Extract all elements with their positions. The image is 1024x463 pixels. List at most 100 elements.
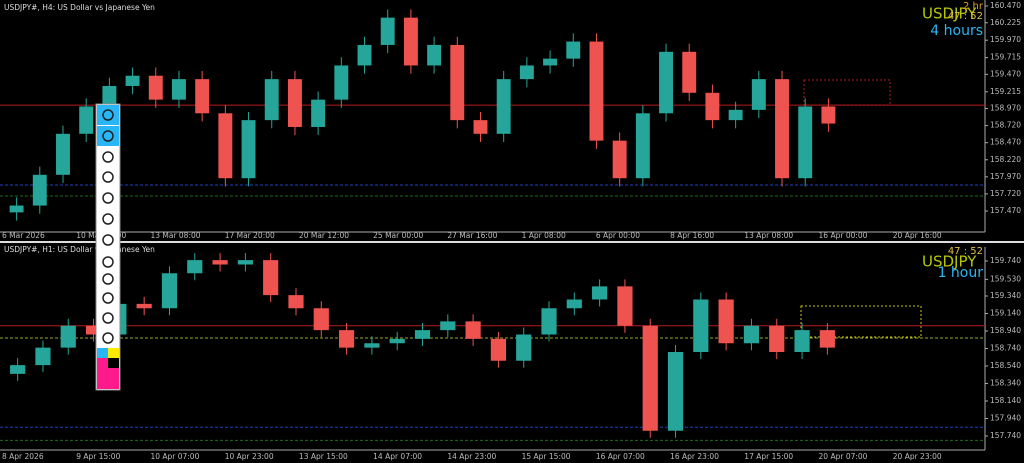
candle-body (161, 273, 178, 309)
candle-body (60, 325, 76, 348)
x-tick-label: 6 Apr 00:00 (596, 231, 640, 240)
candle-body (728, 109, 743, 121)
y-tick-label: 158.720 (990, 121, 1021, 130)
y-tick-label: 158.340 (990, 379, 1021, 388)
candle-body (543, 58, 558, 66)
candle-body (465, 321, 481, 339)
x-tick-label: 13 Mar 08:00 (150, 231, 200, 240)
candle-body (705, 92, 720, 121)
candle-body (187, 260, 203, 274)
x-tick-label: 25 Mar 00:00 (373, 231, 423, 240)
candle-body (263, 260, 279, 296)
y-tick-label: 159.970 (990, 35, 1021, 44)
tool-button (102, 312, 114, 324)
tool-button (102, 234, 114, 246)
y-tick-label: 159.470 (990, 69, 1021, 78)
y-tick-label: 157.740 (990, 431, 1021, 440)
candle-body (287, 79, 302, 127)
x-tick-label: 10 Apr 07:00 (150, 452, 199, 461)
candle-body (32, 174, 47, 206)
tool-button (102, 109, 114, 121)
countdown: 47 : 52 (948, 246, 983, 257)
x-tick-label: 14 Apr 23:00 (447, 452, 496, 461)
candle-body (85, 325, 102, 335)
candle-body (682, 51, 697, 93)
x-tick-label: 20 Apr 23:00 (893, 452, 942, 461)
candle-body (819, 330, 835, 348)
y-tick-label: 160.225 (990, 18, 1021, 27)
candle-body (403, 17, 418, 66)
x-tick-label: 13 Apr 08:00 (744, 231, 793, 240)
candle-body (136, 303, 152, 309)
x-tick-label: 17 Mar 20:00 (225, 231, 275, 240)
candle-body (313, 308, 329, 331)
x-tick-label: 16 Apr 23:00 (670, 452, 719, 461)
candle-body (743, 325, 760, 344)
candle-body (427, 44, 442, 66)
timeframe-label: 4 hours (930, 23, 983, 39)
tool-button (102, 292, 114, 304)
candle-body (496, 79, 511, 134)
x-tick-label: 9 Apr 15:00 (76, 452, 120, 461)
toolbar-active (97, 126, 119, 146)
swatch (108, 358, 119, 368)
y-tick-label: 160.470 (990, 1, 1021, 10)
candle-body (35, 347, 51, 366)
x-tick-label: 17 Apr 15:00 (744, 452, 793, 461)
candle-body (798, 106, 813, 179)
tool-button (102, 151, 114, 163)
candle-body (450, 44, 465, 121)
tool-button (102, 171, 114, 183)
tool-button (102, 332, 114, 344)
symbol-label: USDJPY (922, 5, 977, 23)
candle-body (218, 113, 233, 179)
y-tick-label: 159.740 (990, 256, 1021, 265)
y-tick-label: 158.940 (990, 326, 1021, 335)
candle-body (617, 286, 633, 326)
countdown: 47 : 52 (948, 11, 983, 22)
candle-body (718, 299, 734, 344)
candle-body (642, 325, 658, 431)
y-tick-label: 159.340 (990, 291, 1021, 300)
candle-body (357, 44, 372, 66)
candle-body (473, 120, 488, 134)
tool-button (102, 256, 114, 268)
y-tick-label: 159.215 (990, 87, 1021, 96)
candle-body (612, 140, 627, 179)
y-tick-label: 157.470 (990, 206, 1021, 215)
toolbar-active (97, 105, 119, 125)
candle-body (288, 295, 304, 309)
toolbar-panel (95, 103, 121, 391)
candle-body (667, 352, 684, 431)
tool-button (102, 213, 114, 225)
candle-body (212, 260, 228, 265)
zone-box (800, 305, 922, 338)
swatch (108, 348, 119, 358)
tool-button (102, 192, 114, 204)
x-tick-label: 10 Apr 23:00 (225, 452, 274, 461)
candle-body (389, 338, 405, 344)
y-tick-label: 159.715 (990, 53, 1021, 62)
symbol-label: USDJPY (922, 253, 977, 271)
drawing-toolbar (95, 103, 121, 391)
candle-body (125, 75, 140, 86)
candle-body (364, 343, 380, 348)
swatch (97, 348, 108, 358)
candle-body (10, 365, 26, 374)
y-tick-label: 158.970 (990, 104, 1021, 113)
bar-timer: 2 hr (963, 1, 984, 12)
candle-body (566, 299, 582, 309)
candle-body (237, 260, 253, 265)
candle-body (339, 330, 355, 348)
candle-body (380, 17, 395, 45)
x-tick-label: 15 Apr 15:00 (522, 452, 571, 461)
tool-button (102, 130, 114, 142)
y-tick-label: 159.140 (990, 309, 1021, 318)
y-tick-label: 158.740 (990, 344, 1021, 353)
candle-body (693, 299, 709, 352)
candle-body (195, 79, 210, 114)
x-tick-label: 16 Apr 00:00 (819, 231, 868, 240)
candle-body (635, 113, 650, 179)
candle-body (775, 79, 789, 179)
